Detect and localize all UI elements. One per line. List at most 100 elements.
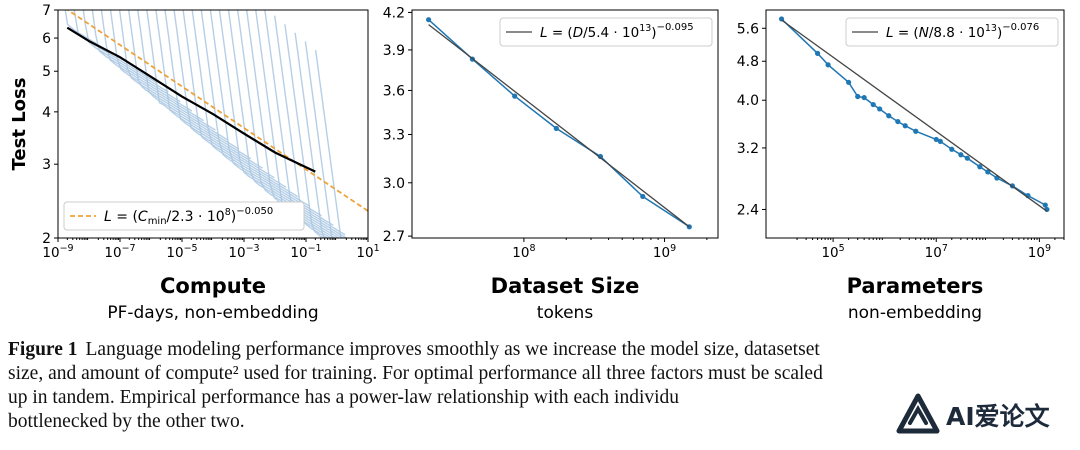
compute-curve [284,24,325,238]
data-point [825,62,831,68]
caption-line-3: up in tandem. Empirical performance has … [8,387,680,408]
y-tick-label: 4 [42,105,51,121]
x-tick-label: 108 [512,243,535,261]
data-point [895,118,901,125]
figure-caption: Figure 1 Language modeling performance im… [8,338,1072,434]
compute-curve [294,32,325,238]
x-tick-label: 105 [821,243,844,261]
x-tick-label: 10−1 [290,243,321,261]
legend: L = (N/8.8 · 1013)−0.076 [845,17,1059,47]
compute-curve [173,10,287,188]
x-tick-label: 107 [925,243,948,261]
data-point [861,94,867,101]
legend-box [845,17,1059,47]
y-axis-title: Test Loss [9,78,30,171]
y-tick-label: 3 [42,157,51,173]
data-point [846,79,852,85]
plot-area [64,10,368,238]
data-point [553,125,559,132]
plot-area [426,17,692,230]
caption-line-2: size, and amount of compute² used for tr… [8,363,823,384]
compute-curve [82,10,169,93]
compute-curve [245,10,341,238]
data-point [937,138,943,144]
legend: L = (D/5.4 · 1013)−0.095 [499,17,713,47]
plot-frame [765,9,1065,239]
data-point [640,193,646,200]
series-2-line [428,24,690,228]
y-tick-label: 3.0 [383,176,405,192]
y-tick-label: 3.2 [737,141,759,157]
chart-panel-3: 105 107 109 2.4 3.2 4.0 4.8 5.6 Parameters non-em… [737,9,1065,323]
compute-curve [109,10,205,122]
data-point [855,93,861,100]
x-axis-subtitle: non-embedding [848,303,982,323]
y-tick-label: 2.4 [737,202,759,218]
data-point [814,50,821,56]
compute-curve [146,10,252,160]
x-axis-title: Compute [160,274,266,298]
x-tick-label: 109 [653,243,676,261]
y-tick-label: 5.6 [737,21,759,37]
data-point [512,93,518,99]
legend: L = (Cmin/2.3 · 108)−0.050 [63,201,305,231]
x-tick-label: 109 [1028,243,1051,261]
legend-label: L = (N/8.8 · 1013)−0.076 [886,22,1039,41]
series-2-line [66,26,316,173]
caption-line-1: Figure 1 Language modeling performance im… [8,339,820,360]
legend-label: L = (D/5.4 · 1013)−0.095 [540,22,694,41]
y-tick-label: 6 [42,31,51,47]
compute-curve [91,10,181,103]
data-point [870,101,876,108]
caption-line-4: bottlenecked by the other two. [8,411,245,432]
x-axis-subtitle: PF-days, non-embedding [107,303,318,323]
y-tick-label: 4.2 [383,5,405,21]
y-tick-label: 7 [42,3,51,19]
series-1-line [66,10,368,212]
plot-frame [57,9,369,239]
series-1-line [780,18,1048,210]
y-tick-label: 2.7 [383,229,405,245]
x-tick-label: 10−5 [166,243,197,261]
compute-curve [155,10,263,169]
x-axis-subtitle: tokens [537,303,594,323]
y-tick-label: 5 [42,64,51,80]
data-point [964,155,970,161]
plot-frame [411,9,719,239]
data-point [902,123,908,129]
series-2-line [781,19,1048,212]
y-tick-label: 3.6 [383,83,405,99]
compute-curve [314,49,342,238]
chart-panel-1: 10−9 10−7 10−5 10−3 10−1 101 2 3 4 5 6 7 Compute PF-d… [9,3,380,323]
figure-charts: 10−9 10−7 10−5 10−3 10−1 101 2 3 4 5 6 7 Compute PF-d… [9,3,1065,323]
data-point [877,106,883,112]
y-tick-label: 4.0 [737,93,759,109]
plot-area [778,16,1050,213]
compute-curve [209,10,334,226]
compute-curve [191,10,311,207]
compute-curve [73,10,157,84]
watermark: AI爱论文 [896,390,1078,440]
watermark-logo-icon [896,393,940,434]
caption-figure-label: Figure 1 [8,339,78,360]
x-tick-label: 10−7 [104,243,135,261]
compute-curve [274,15,329,238]
x-axis-title: Parameters [847,274,984,298]
data-point [977,164,983,170]
chart-panel-2: 108 109 2.7 3.0 3.3 3.6 3.9 4.2 Dataset Size toke… [383,5,719,323]
x-tick-label: 10−3 [228,243,259,261]
legend-box [63,201,305,231]
data-point [949,146,955,152]
x-tick-label: 101 [356,243,379,261]
compute-curve [118,10,216,131]
compute-curve [164,10,275,179]
data-point [933,136,939,143]
legend-box [499,17,713,47]
y-tick-label: 2 [42,231,51,247]
data-point [913,128,919,134]
data-point [985,169,991,175]
watermark-text: AI爱论文 [946,402,1050,431]
compute-curve [100,10,193,112]
compute-curve [264,10,333,238]
y-tick-label: 4.8 [737,54,759,70]
